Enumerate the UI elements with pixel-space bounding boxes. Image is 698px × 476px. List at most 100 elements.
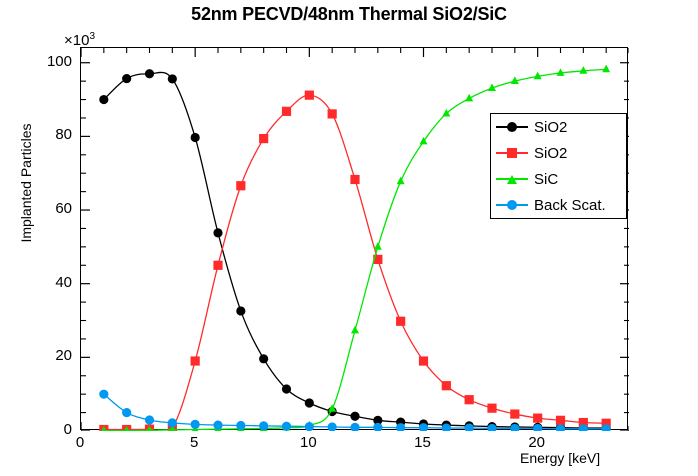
data-point-marker [144,69,155,79]
data-point-marker [510,76,519,85]
legend-sample-1 [496,145,528,161]
data-point-marker [533,423,543,431]
data-point-marker [259,354,269,364]
data-point-marker [556,68,565,76]
data-point-marker [601,418,611,428]
x-tick-label-15: 15 [414,434,431,451]
data-point-marker [488,83,496,92]
data-point-marker [259,421,269,431]
legend-entry-1[interactable]: SiO2 [491,140,626,166]
data-point-marker [281,384,292,394]
data-point-marker [579,66,588,74]
data-point-marker [281,106,292,116]
legend-sample-2 [496,171,528,187]
data-point-marker [373,422,383,431]
data-point-marker [281,421,292,431]
data-point-marker [487,423,497,431]
data-point-marker [373,415,383,425]
legend-sample-0 [496,119,528,135]
data-point-marker [555,415,566,425]
data-point-marker [418,423,429,431]
data-point-marker [418,356,429,366]
y-axis-multiplier: ×103 [64,31,95,49]
data-point-marker [465,93,474,102]
data-point-marker [236,420,246,431]
data-point-marker [351,325,359,334]
y-axis-multiplier-exponent: 3 [89,31,96,42]
data-point-marker [99,389,109,399]
legend-square-marker-icon [507,148,517,158]
data-point-marker [236,181,246,191]
x-tick-label-20: 20 [528,434,545,451]
data-point-marker [169,425,176,431]
data-point-marker [122,407,132,418]
data-point-marker [602,64,611,73]
legend: SiO2 SiO2 SiC Back Scat. [490,113,627,219]
legend-circle-marker-icon [507,200,517,210]
data-point-marker [578,417,588,428]
data-point-marker [578,424,588,431]
data-point-marker [213,420,223,430]
data-point-marker [510,423,520,431]
y-tick-label-80: 80 [55,126,72,144]
plot-svg [81,48,629,431]
data-point-marker [167,418,177,428]
y-tick-label-20: 20 [55,347,72,365]
data-point-marker [190,356,200,366]
data-point-marker [146,425,153,431]
data-point-marker [190,132,200,143]
data-point-marker [213,228,223,238]
legend-entry-2[interactable]: SiC [491,166,626,192]
x-tick-label-0: 0 [75,434,85,451]
y-tick-label-100: 100 [46,52,72,70]
data-point-marker [396,316,406,326]
data-point-marker [123,425,130,431]
x-tick-label-10: 10 [299,434,317,451]
data-point-marker [441,381,451,391]
data-point-marker [101,425,107,431]
x-axis-title: Energy [keV] [520,450,601,466]
data-point-marker [304,398,314,408]
data-point-marker [122,73,132,84]
legend-sample-3 [496,197,528,213]
data-point-marker [464,395,474,405]
legend-label-1: SiO2 [534,144,568,162]
data-point-marker [464,423,474,431]
data-point-marker [533,71,542,80]
x-tick-label-5: 5 [189,434,199,451]
legend-label-0: SiO2 [534,118,568,136]
data-point-marker [236,306,246,316]
legend-label-3: Back Scat. [534,196,606,214]
data-point-marker [304,90,314,100]
data-point-marker [510,409,520,419]
data-point-marker [350,174,360,185]
chart-title: 52nm PECVD/48nm Thermal SiO2/SiC [191,4,507,24]
y-tick-label-60: 60 [55,200,72,218]
data-point-marker [328,404,337,412]
data-point-marker [167,74,177,84]
data-point-marker [601,424,611,431]
data-point-marker [327,109,337,119]
data-point-marker [487,403,497,413]
data-point-marker [533,413,543,423]
y-tick-label-40: 40 [55,273,72,291]
data-point-marker [419,136,428,145]
legend-entry-0[interactable]: SiO2 [491,114,626,140]
data-point-marker [144,415,155,425]
data-point-marker [350,422,360,431]
series-3 [99,389,611,431]
data-point-marker [396,176,405,185]
data-point-marker [441,423,451,431]
legend-label-2: SiC [534,170,559,188]
data-point-marker [396,423,406,431]
data-point-marker [373,242,382,250]
y-tick-label-0: 0 [63,421,72,438]
legend-entry-3[interactable]: Back Scat. [491,192,626,218]
data-point-marker [555,424,566,431]
data-point-marker [442,108,451,117]
data-point-marker [99,94,109,105]
legend-triangle-marker-icon [507,175,517,184]
legend-circle-marker-icon [507,122,517,132]
y-axis-title: Implanted Particles [18,123,34,243]
